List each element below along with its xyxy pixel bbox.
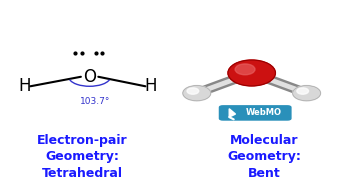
Text: Molecular
Geometry:
Bent: Molecular Geometry: Bent: [227, 134, 301, 180]
Circle shape: [293, 85, 321, 101]
Text: O: O: [83, 68, 96, 86]
Text: Electron-pair
Geometry:
Tetrahedral: Electron-pair Geometry: Tetrahedral: [37, 134, 128, 180]
Circle shape: [228, 60, 275, 86]
Circle shape: [183, 85, 211, 101]
Text: 103.7°: 103.7°: [80, 97, 110, 106]
Circle shape: [297, 88, 309, 94]
Text: H: H: [19, 77, 32, 95]
Polygon shape: [229, 109, 236, 117]
Circle shape: [187, 88, 199, 94]
Text: WebMO: WebMO: [246, 108, 282, 117]
FancyBboxPatch shape: [219, 105, 292, 121]
Circle shape: [235, 64, 255, 75]
Text: H: H: [144, 77, 157, 95]
